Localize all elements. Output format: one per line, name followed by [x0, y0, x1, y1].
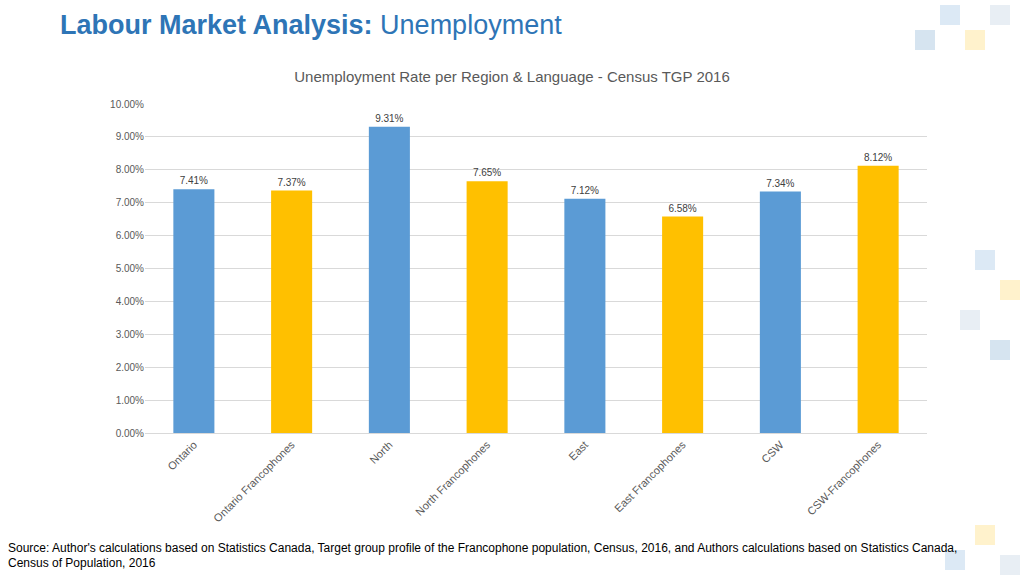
svg-text:North: North — [367, 439, 395, 467]
html-text:Source: Author's calculations: Source: Author's calculations based on S… — [8, 541, 958, 570]
svg-text:Unemployment Rate per Region &: Unemployment Rate per Region & Language … — [294, 68, 730, 85]
svg-text:Ontario Francophones: Ontario Francophones — [211, 438, 297, 524]
svg-text:8.00%: 8.00% — [116, 164, 144, 175]
html-text:Labour Market Analysis: Unempl: Labour Market Analysis: Unemployment — [60, 10, 562, 40]
svg-text:7.37%: 7.37% — [277, 177, 305, 188]
svg-text:6.00%: 6.00% — [116, 230, 144, 241]
svg-text:5.00%: 5.00% — [116, 263, 144, 274]
svg-text:3.00%: 3.00% — [116, 329, 144, 340]
svg-text:CSW: CSW — [759, 438, 786, 465]
svg-text:1.00%: 1.00% — [116, 395, 144, 406]
svg-text:East Francophones: East Francophones — [612, 438, 688, 514]
svg-text:7.41%: 7.41% — [180, 175, 208, 186]
svg-text:7.00%: 7.00% — [116, 197, 144, 208]
svg-text:6.58%: 6.58% — [668, 203, 696, 214]
svg-text:10.00%: 10.00% — [110, 99, 144, 110]
svg-text:4.00%: 4.00% — [116, 296, 144, 307]
svg-text:2.00%: 2.00% — [116, 362, 144, 373]
svg-text:East: East — [566, 439, 590, 463]
svg-text:CSW-Francophones: CSW-Francophones — [805, 438, 884, 517]
svg-text:7.65%: 7.65% — [473, 167, 501, 178]
svg-text:8.12%: 8.12% — [864, 152, 892, 163]
svg-text:0.00%: 0.00% — [116, 428, 144, 439]
svg-text:9.31%: 9.31% — [375, 113, 403, 124]
svg-text:Ontario: Ontario — [165, 439, 199, 473]
svg-text:North Francophones: North Francophones — [413, 438, 493, 518]
svg-text:9.00%: 9.00% — [116, 131, 144, 142]
svg-text:7.34%: 7.34% — [766, 178, 794, 189]
svg-text:7.12%: 7.12% — [571, 185, 599, 196]
